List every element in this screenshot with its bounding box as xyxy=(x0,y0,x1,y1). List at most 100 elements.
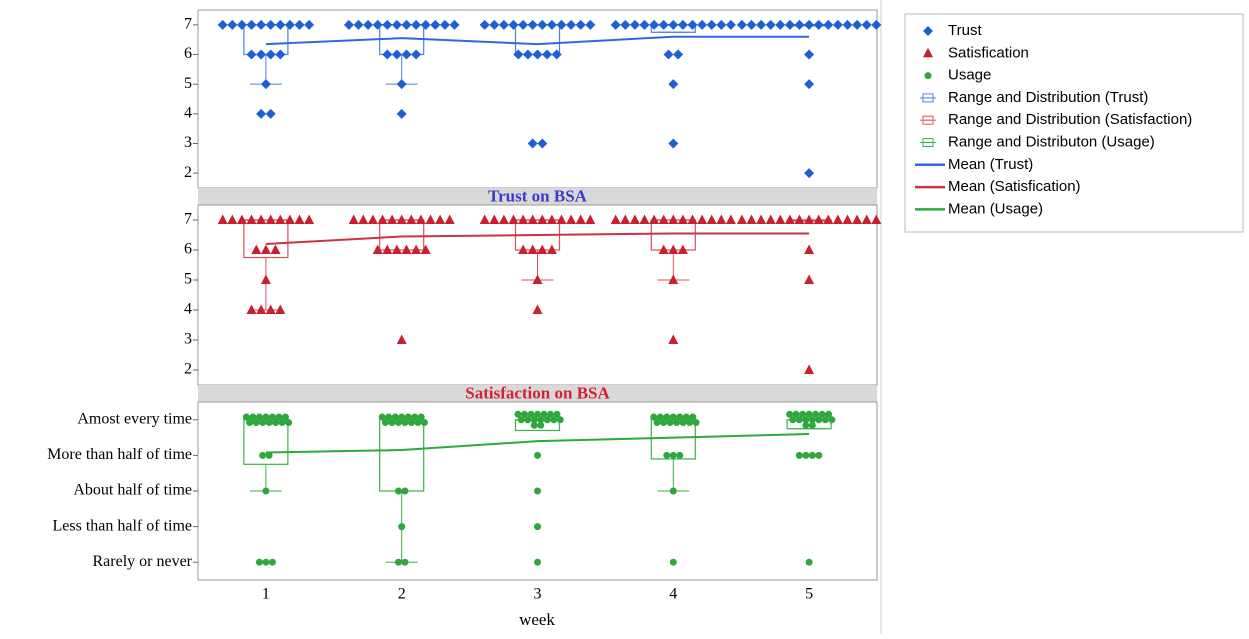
data-point xyxy=(537,244,548,254)
data-point xyxy=(658,19,669,30)
data-point xyxy=(527,214,538,224)
data-point xyxy=(265,214,276,224)
y-tick-label: 2 xyxy=(184,361,192,378)
data-point xyxy=(677,19,688,30)
legend-label: Mean (Satisfication) xyxy=(948,178,1081,195)
data-point xyxy=(236,19,247,30)
data-point xyxy=(823,19,834,30)
data-point xyxy=(530,416,538,424)
x-axis-label: week xyxy=(519,610,555,629)
data-point xyxy=(404,413,412,421)
data-point xyxy=(818,410,826,418)
data-point xyxy=(784,19,795,30)
data-point xyxy=(716,214,727,224)
mean-line xyxy=(265,433,810,454)
y-tick-label: 7 xyxy=(184,211,192,228)
y-tick-label: 2 xyxy=(184,164,192,181)
data-point xyxy=(804,364,815,374)
data-point xyxy=(275,413,283,421)
data-point xyxy=(532,304,543,314)
data-point xyxy=(687,19,698,30)
data-point xyxy=(411,413,419,421)
data-point xyxy=(252,419,260,427)
data-point xyxy=(556,214,567,224)
data-point xyxy=(281,413,289,421)
data-point xyxy=(808,421,816,429)
data-point xyxy=(439,19,450,30)
data-point xyxy=(524,416,532,424)
data-point xyxy=(679,419,687,427)
data-point xyxy=(575,19,586,30)
x-tick-label: 4 xyxy=(669,586,677,603)
data-point xyxy=(663,413,671,421)
data-point xyxy=(639,19,650,30)
data-point xyxy=(260,274,271,284)
data-point xyxy=(262,558,270,566)
data-point xyxy=(489,214,500,224)
data-point xyxy=(551,49,562,60)
data-point xyxy=(546,244,557,254)
data-point xyxy=(387,214,398,224)
plot-frame xyxy=(197,204,878,386)
data-point xyxy=(828,416,836,424)
data-point xyxy=(861,214,872,224)
data-point xyxy=(249,413,257,421)
data-point xyxy=(420,19,431,30)
data-point xyxy=(514,410,522,418)
y-tick-label: 5 xyxy=(184,271,192,288)
data-point xyxy=(566,19,577,30)
data-point xyxy=(508,214,519,224)
data-point xyxy=(673,49,684,60)
data-point xyxy=(255,558,263,566)
data-point xyxy=(756,214,767,224)
data-point xyxy=(272,419,280,427)
data-point xyxy=(265,419,273,427)
data-point xyxy=(227,214,238,224)
data-point xyxy=(660,419,668,427)
data-point xyxy=(756,19,767,30)
data-point xyxy=(716,19,727,30)
y-tick-label: 4 xyxy=(184,105,192,122)
data-point xyxy=(388,419,396,427)
data-point xyxy=(411,19,422,30)
data-point xyxy=(537,19,548,30)
mean-line xyxy=(265,232,810,245)
data-point xyxy=(532,274,543,284)
data-point xyxy=(823,214,834,224)
data-point xyxy=(746,19,757,30)
data-point xyxy=(802,421,810,429)
data-point xyxy=(411,49,422,60)
data-point xyxy=(746,214,757,224)
data-point xyxy=(527,410,535,418)
data-point xyxy=(401,419,409,427)
data-point xyxy=(398,523,406,531)
data-point xyxy=(294,19,305,30)
data-point xyxy=(256,214,267,224)
y-tick-label: Less than half of time xyxy=(52,517,192,534)
data-point xyxy=(852,214,863,224)
data-point xyxy=(275,49,286,60)
data-point xyxy=(542,49,553,60)
data-point xyxy=(479,214,490,224)
y-tick-label: 7 xyxy=(184,16,192,33)
y-tick-label: 3 xyxy=(184,134,192,151)
data-point xyxy=(527,19,538,30)
data-point xyxy=(391,19,402,30)
data-point xyxy=(543,416,551,424)
data-point xyxy=(669,558,677,566)
data-point xyxy=(414,419,422,427)
data-point xyxy=(669,451,677,459)
data-point xyxy=(246,419,254,427)
data-point xyxy=(444,214,455,224)
data-point xyxy=(246,49,257,60)
data-point xyxy=(227,19,238,30)
data-point xyxy=(668,214,679,224)
data-point xyxy=(676,413,684,421)
data-point xyxy=(262,487,270,495)
data-point xyxy=(382,19,393,30)
panel-strip xyxy=(198,385,877,402)
data-point xyxy=(259,419,267,427)
data-point xyxy=(265,304,276,314)
data-point xyxy=(550,416,558,424)
